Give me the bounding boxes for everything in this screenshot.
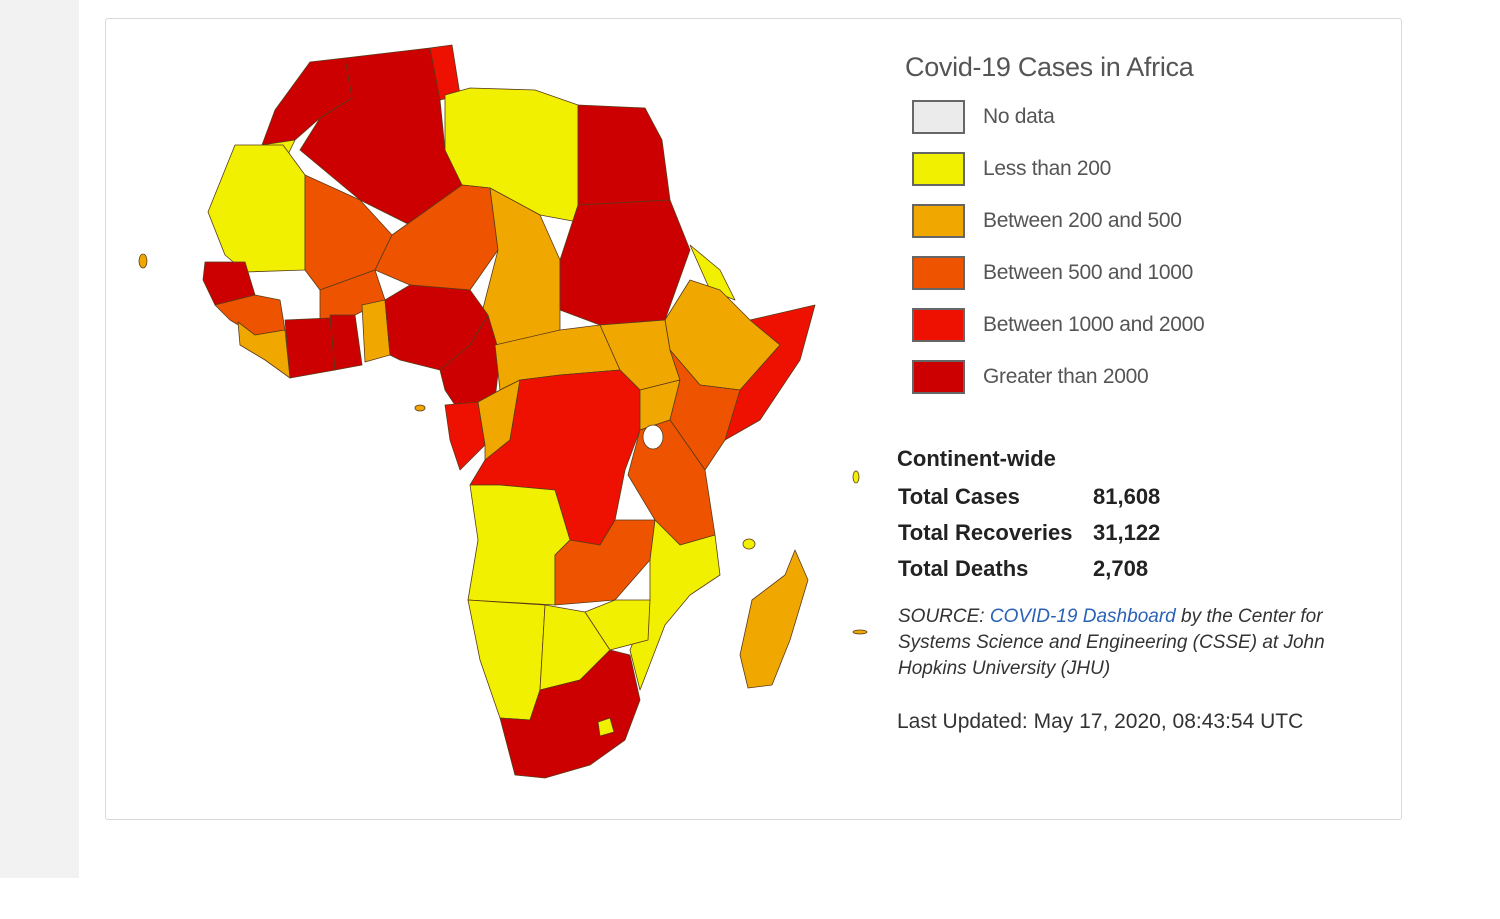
legend-label: Less than 200 bbox=[983, 157, 1112, 180]
legend-swatch bbox=[912, 256, 965, 290]
stat-label-total-recoveries: Total Recoveries bbox=[898, 520, 1073, 545]
region-ghana bbox=[329, 314, 363, 371]
region-niger bbox=[374, 184, 499, 291]
legend-item-no-data: No data bbox=[912, 100, 1332, 136]
legend-item-500-1000: Between 500 and 1000 bbox=[912, 256, 1332, 292]
legend-swatch bbox=[912, 100, 965, 134]
legend-swatch bbox=[912, 308, 965, 342]
stat-value-total-deaths: 2,708 bbox=[1093, 556, 1149, 581]
region-gabon bbox=[444, 401, 486, 471]
legend-item-greater-2000: Greater than 2000 bbox=[912, 360, 1332, 396]
legend-label: Greater than 2000 bbox=[983, 365, 1149, 388]
region-kenya bbox=[669, 349, 741, 471]
stat-label-total-deaths: Total Deaths bbox=[898, 556, 1029, 581]
region-lesotho bbox=[597, 717, 615, 737]
region-seychelles bbox=[852, 470, 860, 484]
region-sao-tome bbox=[414, 404, 426, 412]
source-suffix: by the Center for Systems Science and En… bbox=[898, 606, 1325, 679]
stat-label-total-cases: Total Cases bbox=[898, 484, 1020, 509]
legend-swatch bbox=[912, 360, 965, 394]
region-eritrea bbox=[689, 244, 736, 301]
source-prefix: SOURCE: bbox=[898, 606, 990, 627]
legend-swatch bbox=[912, 152, 965, 186]
stat-value-total-cases: 81,608 bbox=[1093, 484, 1161, 509]
region-zimbabwe bbox=[584, 599, 651, 651]
left-sidebar-strip bbox=[0, 0, 79, 878]
legend-title: Covid-19 Cases in Africa bbox=[905, 52, 1194, 82]
source-link[interactable]: COVID-19 Dashboard bbox=[989, 606, 1176, 627]
region-lake-victoria bbox=[642, 424, 664, 450]
region-mozambique bbox=[629, 519, 721, 691]
region-comoros bbox=[742, 538, 756, 550]
legend-item-200-500: Between 200 and 500 bbox=[912, 204, 1332, 240]
region-madagascar bbox=[739, 549, 809, 689]
region-libya bbox=[444, 87, 579, 223]
region-cape-verde bbox=[138, 253, 148, 269]
legend-item-1000-2000: Between 1000 and 2000 bbox=[912, 308, 1332, 344]
region-mauritius bbox=[852, 629, 868, 635]
legend-label: Between 200 and 500 bbox=[983, 209, 1182, 232]
legend-label: No data bbox=[983, 105, 1055, 128]
source-note: SOURCE: COVID-19 Dashboard by the Center… bbox=[898, 604, 1338, 682]
legend-label: Between 500 and 1000 bbox=[983, 261, 1194, 284]
legend-label: Between 1000 and 2000 bbox=[983, 313, 1205, 336]
region-mauritania bbox=[207, 144, 306, 273]
region-egypt bbox=[577, 104, 671, 206]
last-updated: Last Updated: May 17, 2020, 08:43:54 UTC bbox=[897, 710, 1304, 733]
stat-value-total-recoveries: 31,122 bbox=[1093, 520, 1161, 545]
region-cote-divoire bbox=[284, 317, 336, 379]
stats-heading: Continent-wide bbox=[897, 446, 1056, 471]
region-south-africa bbox=[499, 649, 641, 779]
legend-swatch bbox=[912, 204, 965, 238]
legend-item-less-than-200: Less than 200 bbox=[912, 152, 1332, 188]
region-sudan bbox=[559, 199, 691, 326]
region-namibia bbox=[467, 599, 546, 721]
region-cameroon bbox=[439, 314, 501, 406]
